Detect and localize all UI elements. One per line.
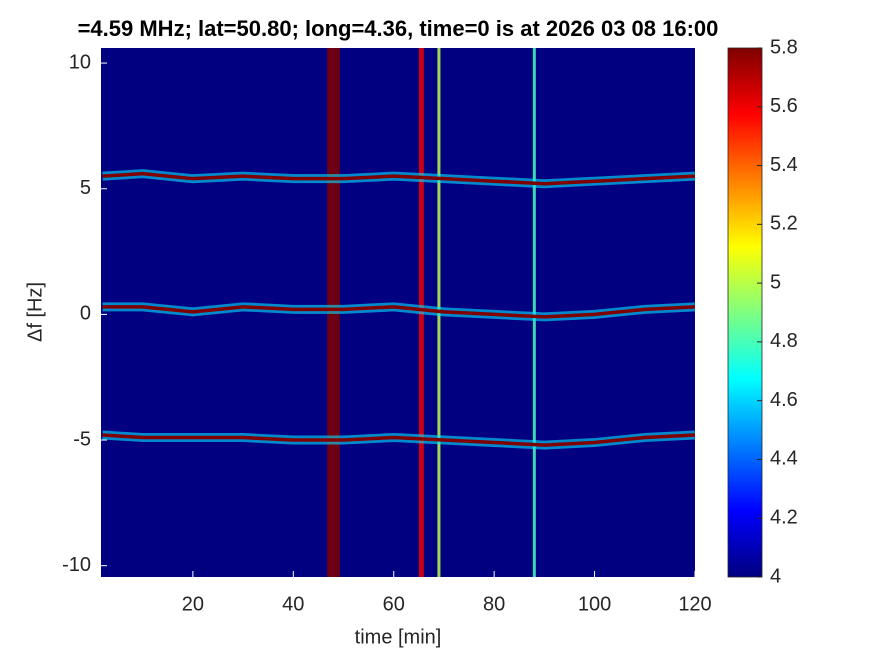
y-axis-label: Δf [Hz]	[24, 282, 46, 342]
y-tick-label: -10	[62, 554, 91, 576]
x-tick-label: 20	[182, 593, 204, 615]
colorbar	[727, 47, 763, 578]
colorbar-tick-label: 5.8	[770, 36, 798, 58]
y-tick-label: 5	[80, 177, 91, 199]
x-tick-label: 100	[578, 593, 611, 615]
y-tick-label: 10	[69, 51, 91, 73]
y-tick-label: 0	[80, 303, 91, 325]
plot-area	[102, 48, 695, 577]
carrier-trace	[102, 433, 695, 447]
x-tick-label: 60	[383, 593, 405, 615]
colorbar-tick-label: 4	[770, 565, 781, 587]
x-tick-label: 120	[678, 593, 711, 615]
colorbar-tick-label: 4.6	[770, 389, 798, 411]
chart-title: =4.59 MHz; lat=50.80; long=4.36, time=0 …	[78, 16, 719, 41]
colorbar-tick-label: 5.6	[770, 95, 798, 117]
carrier-trace	[102, 171, 695, 186]
x-tick-label: 80	[483, 593, 505, 615]
colorbar-tick-label: 4.8	[770, 330, 798, 352]
x-tick-label: 40	[282, 593, 304, 615]
y-tick-label: -5	[73, 428, 91, 450]
x-axis-label: time [min]	[355, 626, 442, 648]
carrier-trace	[102, 305, 695, 319]
colorbar-tick-label: 5.2	[770, 213, 798, 235]
colorbar-tick-label: 4.4	[770, 448, 798, 470]
colorbar-tick-label: 4.2	[770, 507, 798, 529]
colorbar-tick-label: 5.4	[770, 154, 798, 176]
colorbar-tick-label: 5	[770, 271, 781, 293]
